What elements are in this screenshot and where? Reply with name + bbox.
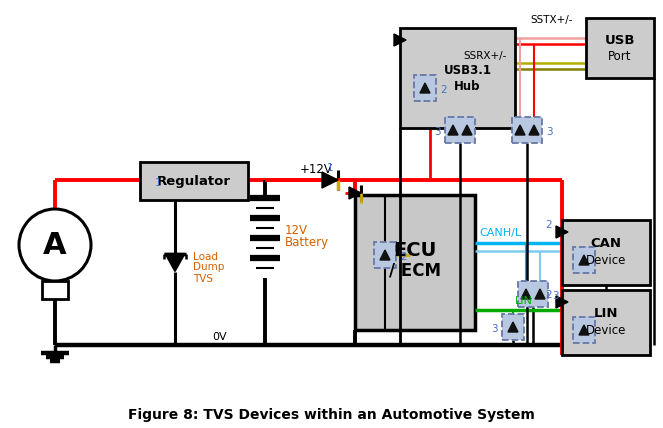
Text: 2: 2 [546, 290, 552, 300]
Polygon shape [529, 125, 539, 135]
Polygon shape [380, 250, 390, 260]
Bar [414, 75, 436, 101]
Polygon shape [556, 226, 568, 238]
Text: 3: 3 [434, 127, 441, 137]
Bar [512, 117, 542, 143]
Text: Hub: Hub [454, 80, 481, 92]
Text: ECU: ECU [393, 241, 437, 260]
Polygon shape [394, 34, 406, 46]
Text: 1: 1 [327, 163, 333, 173]
Text: USB: USB [605, 33, 635, 47]
Bar [374, 242, 396, 268]
Text: 2: 2 [440, 85, 447, 95]
Text: SSRX+/-: SSRX+/- [463, 51, 507, 61]
Text: LIN: LIN [515, 296, 533, 306]
Text: / ECM: / ECM [389, 262, 441, 279]
Bar [518, 281, 548, 307]
Text: SSTX+/-: SSTX+/- [530, 15, 572, 25]
Text: CAN: CAN [591, 237, 621, 250]
Text: A: A [43, 231, 67, 259]
Bar [400, 28, 515, 128]
Text: 3: 3 [491, 324, 498, 334]
Text: 2: 2 [400, 252, 406, 262]
Polygon shape [462, 125, 472, 135]
Bar [502, 314, 524, 340]
Text: 1: 1 [154, 178, 161, 188]
Polygon shape [535, 289, 545, 299]
Bar [355, 195, 475, 330]
Polygon shape [448, 125, 458, 135]
Text: Load: Load [193, 252, 218, 262]
Text: CANH/L: CANH/L [479, 228, 521, 238]
Bar [586, 18, 654, 78]
Text: Dump: Dump [193, 262, 224, 273]
Text: Figure 8: TVS Devices within an Automotive System: Figure 8: TVS Devices within an Automoti… [128, 408, 535, 422]
Bar [562, 290, 650, 355]
Text: 3: 3 [546, 127, 553, 137]
Polygon shape [579, 255, 589, 265]
Text: 0V: 0V [213, 332, 227, 342]
Bar [562, 220, 650, 285]
Bar [42, 281, 68, 299]
Text: 12V: 12V [285, 223, 308, 237]
Text: Device: Device [586, 254, 626, 267]
Bar [573, 247, 595, 273]
Polygon shape [515, 125, 525, 135]
Polygon shape [579, 325, 589, 335]
Text: Battery: Battery [285, 235, 329, 249]
Text: 2: 2 [546, 220, 552, 230]
Polygon shape [521, 289, 531, 299]
Polygon shape [420, 83, 430, 93]
Text: USB3.1: USB3.1 [444, 63, 491, 77]
Circle shape [19, 209, 91, 281]
Text: Port: Port [608, 50, 632, 62]
Bar [573, 317, 595, 343]
Text: Regulator: Regulator [157, 175, 231, 187]
Polygon shape [322, 172, 338, 188]
Text: Device: Device [586, 324, 626, 337]
Bar [445, 117, 475, 143]
Polygon shape [556, 296, 568, 308]
Text: LIN: LIN [594, 307, 619, 320]
Polygon shape [165, 253, 185, 271]
Polygon shape [508, 322, 518, 332]
Text: TVS: TVS [193, 273, 213, 283]
Text: 3: 3 [552, 291, 559, 301]
Text: +12V: +12V [300, 163, 333, 175]
Polygon shape [349, 187, 361, 199]
Bar [140, 162, 248, 200]
